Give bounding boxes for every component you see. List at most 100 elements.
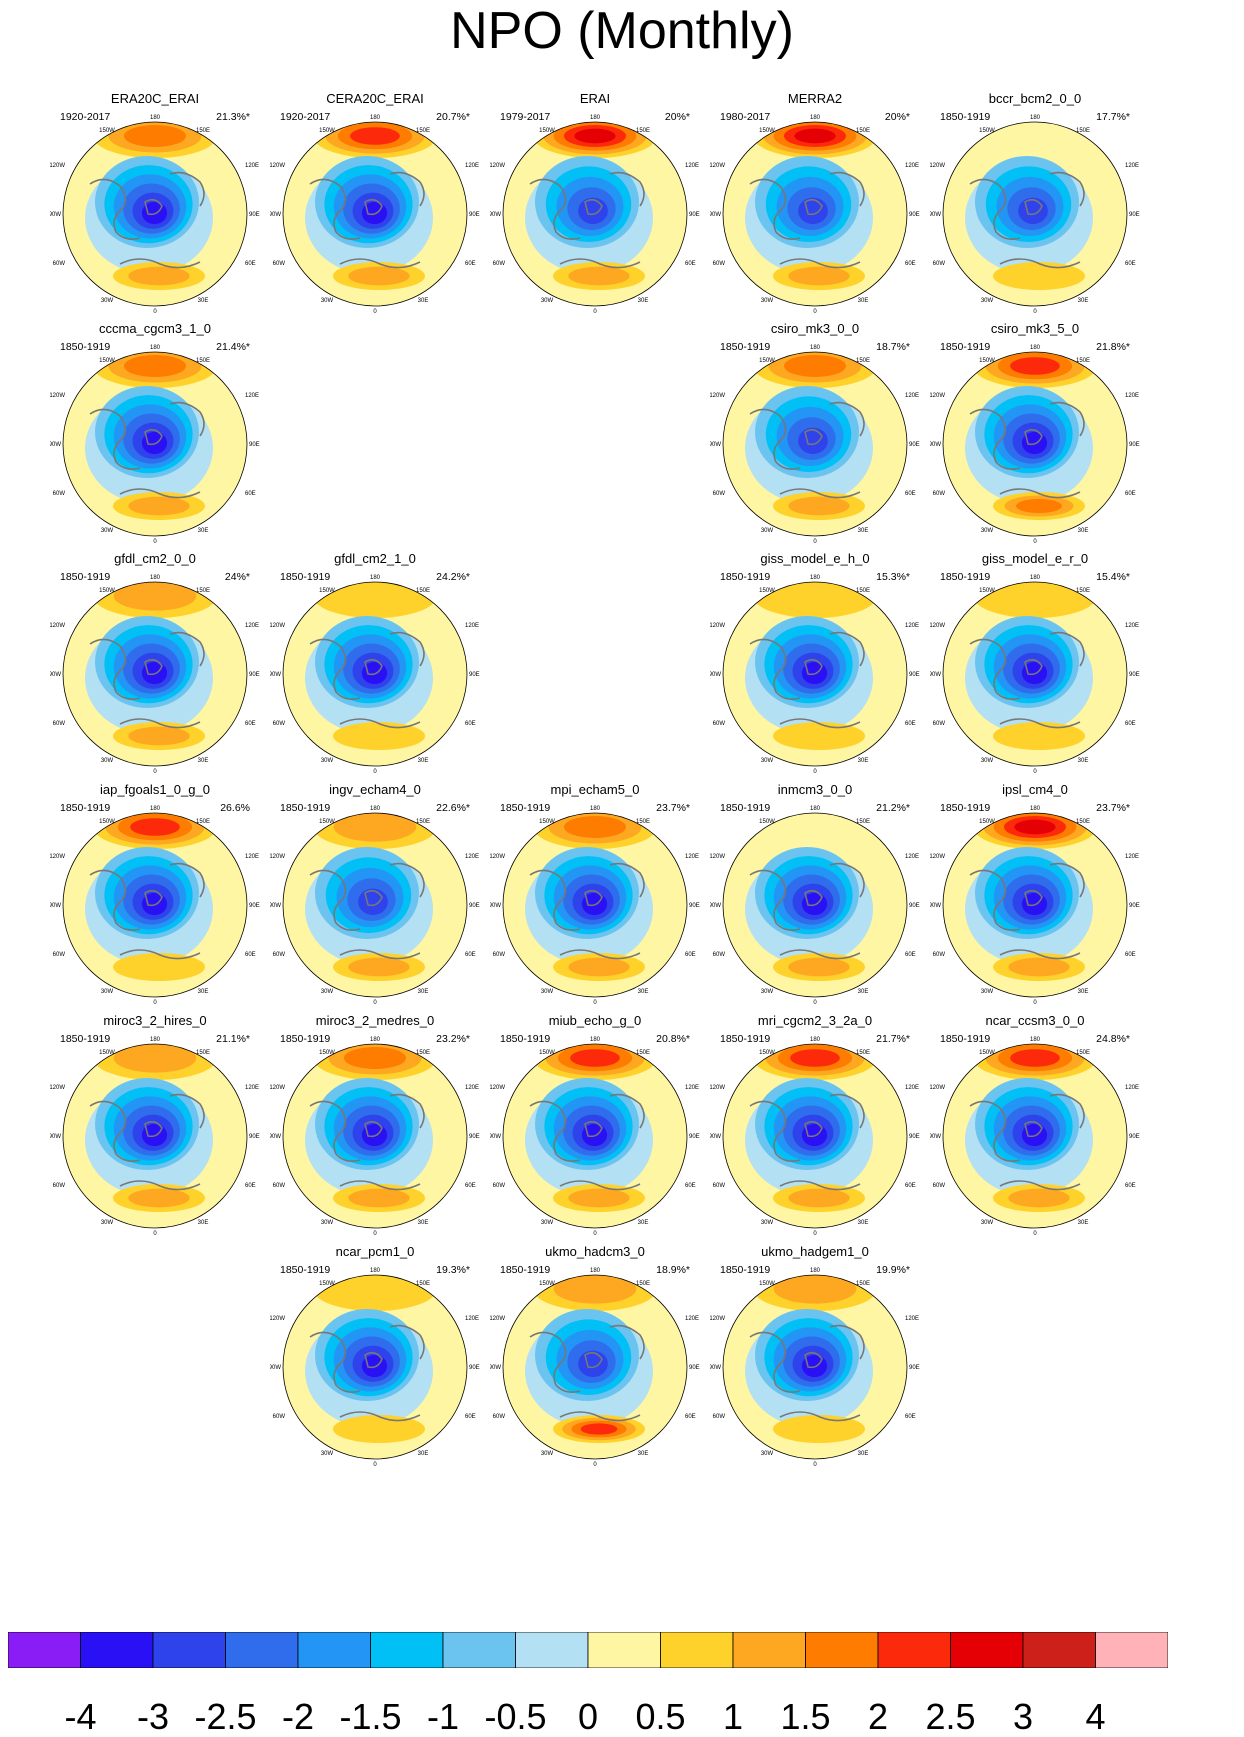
- longitude-label: 120E: [245, 163, 259, 169]
- longitude-label: 150E: [196, 1050, 210, 1056]
- longitude-label: 0: [153, 1231, 157, 1236]
- longitude-label: 150E: [1076, 128, 1090, 134]
- panel-title: ipsl_cm4_0: [1002, 782, 1068, 797]
- panel-title: miroc3_2_hires_0: [103, 1013, 207, 1028]
- panel-period: 1850-1919: [60, 802, 111, 814]
- polar-map: 180 150W 150E 120W 120E 90W 90E 60W 60E 30W 30E 0: [270, 575, 480, 774]
- polar-map: 180 150W 150E 120W 120E 90W 90E 60W 60E 30W 30E 0: [490, 115, 700, 314]
- panel-title: inmcm3_0_0: [777, 782, 853, 797]
- panel-variance-percent: 24.8%*: [1096, 1033, 1130, 1045]
- pacific-high-contour: [574, 128, 616, 144]
- map-panel: gfdl_cm2_0_0 1850-1919 24%* 180 150W 150E 120W…: [50, 552, 260, 775]
- longitude-label: 180: [150, 115, 161, 121]
- longitude-label: 180: [810, 1037, 821, 1043]
- longitude-label: 120W: [490, 1085, 505, 1091]
- longitude-label: 30E: [418, 1451, 429, 1457]
- longitude-label: 30W: [321, 1220, 334, 1226]
- atlantic-contour: [113, 953, 205, 981]
- panel-variance-percent: 19.3%*: [436, 1264, 470, 1276]
- coastlines: [529, 862, 645, 960]
- coastlines: [749, 171, 865, 269]
- longitude-label: 150W: [319, 128, 335, 134]
- colorbar-bin: [152, 1632, 226, 1668]
- atlantic-contour: [128, 496, 190, 516]
- longitude-label: 180: [370, 806, 381, 812]
- map-boundary: [942, 121, 1128, 307]
- atlantic-contour: [788, 266, 850, 286]
- coastlines: [749, 862, 865, 960]
- low-contour: [798, 427, 828, 454]
- coastlines: [309, 631, 425, 729]
- longitude-label: 150E: [1076, 1050, 1090, 1056]
- longitude-label: 90W: [270, 903, 281, 909]
- colorbar-bin: [877, 1632, 951, 1668]
- longitude-label: 120E: [465, 1316, 479, 1322]
- map-panel: giss_model_e_h_0 1850-1919 15.3%* 180 150W 15…: [710, 552, 920, 775]
- longitude-label: 150E: [196, 358, 210, 364]
- atlantic-contour: [333, 1415, 425, 1443]
- coastlines: [89, 401, 205, 499]
- colorbar-tick-label: 4: [1085, 1696, 1106, 1737]
- longitude-label: 60E: [245, 261, 256, 267]
- panel-variance-percent: 23.7%*: [1096, 802, 1130, 814]
- map-boundary: [502, 1274, 688, 1460]
- pacific-high-contour: [130, 818, 180, 836]
- map-panel: miroc3_2_medres_0 1850-1919 23.2%* 180 150W 1…: [270, 1014, 480, 1237]
- longitude-label: 0: [813, 539, 817, 544]
- longitude-label: 150W: [99, 1050, 115, 1056]
- map-boundary: [502, 121, 688, 307]
- longitude-label: 90W: [490, 903, 501, 909]
- longitude-label: 150W: [319, 588, 335, 594]
- longitude-label: 180: [1030, 115, 1041, 121]
- longitude-label: 150E: [416, 128, 430, 134]
- panel-title: ncar_pcm1_0: [335, 1244, 415, 1259]
- longitude-label: 0: [373, 769, 377, 774]
- longitude-label: 30W: [981, 528, 994, 534]
- longitude-label: 120W: [270, 854, 285, 860]
- longitude-label: 180: [370, 1037, 381, 1043]
- panel-variance-percent: 20%*: [884, 111, 910, 123]
- longitude-label: 90E: [909, 1365, 920, 1371]
- longitude-label: 30W: [101, 758, 114, 764]
- longitude-label: 60W: [493, 1183, 506, 1189]
- longitude-label: 60W: [713, 261, 726, 267]
- longitude-label: 30E: [638, 1451, 649, 1457]
- longitude-label: 120E: [685, 1085, 699, 1091]
- pacific-high-contour: [773, 1275, 857, 1304]
- longitude-label: 30E: [198, 298, 209, 304]
- longitude-label: 0: [153, 1000, 157, 1005]
- longitude-label: 0: [153, 539, 157, 544]
- longitude-label: 90E: [249, 903, 260, 909]
- map-boundary: [942, 581, 1128, 767]
- longitude-label: 60E: [465, 721, 476, 727]
- longitude-label: 90E: [469, 903, 480, 909]
- longitude-label: 30W: [541, 298, 554, 304]
- map-field: [283, 582, 467, 766]
- panel-period: 1980-2017: [720, 111, 771, 123]
- colorbar-bin: [370, 1632, 444, 1668]
- longitude-label: 150W: [979, 1050, 995, 1056]
- low-contour: [358, 888, 388, 915]
- longitude-label: 60E: [905, 261, 916, 267]
- low-contour: [578, 1350, 608, 1377]
- longitude-label: 120E: [1125, 623, 1139, 629]
- map-panel: ERA20C_ERAI 1920-2017 21.3%* 180 150W 150E 120…: [50, 92, 260, 315]
- atlantic-contour: [128, 726, 190, 746]
- coastlines: [969, 171, 1085, 269]
- panel-period: 1850-1919: [720, 1033, 771, 1045]
- map-boundary: [62, 1043, 248, 1229]
- coastlines: [309, 1324, 425, 1422]
- coastlines: [309, 171, 425, 269]
- map-panel: ncar_pcm1_0 1850-1919 19.3%* 180 150W 150E 120…: [270, 1244, 480, 1468]
- longitude-label: 120E: [245, 854, 259, 860]
- map-field: [943, 582, 1127, 766]
- polar-map: 180 150W 150E 120W 120E 90W 90E 60W 60E 30W 30E 0: [270, 1037, 480, 1236]
- map-panel: ukmo_hadgem1_0 1850-1919 19.9%* 180 150W 150E…: [710, 1245, 920, 1468]
- map-field: [283, 1275, 467, 1459]
- longitude-label: 150W: [979, 588, 995, 594]
- panel-period: 1979-2017: [500, 111, 551, 123]
- panel-variance-percent: 21.3%*: [216, 111, 250, 123]
- polar-map: 180 150W 150E 120W 120E 90W 90E 60W 60E 30W 30E 0: [710, 806, 920, 1005]
- longitude-label: 150W: [99, 819, 115, 825]
- map-field: [503, 1044, 687, 1228]
